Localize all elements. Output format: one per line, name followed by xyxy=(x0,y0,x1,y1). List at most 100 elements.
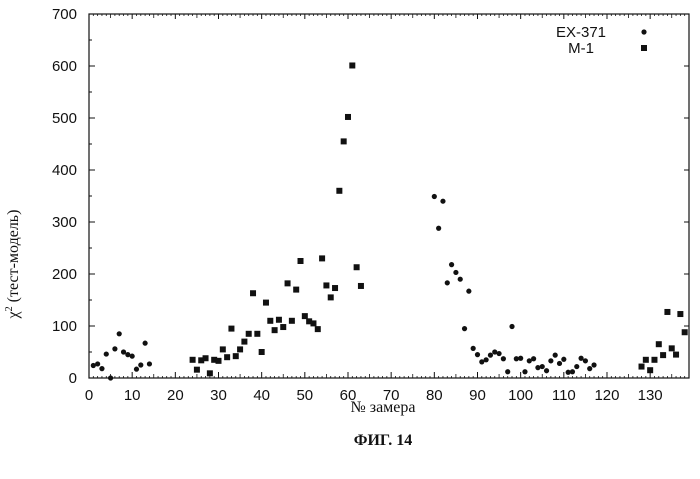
data-point-m1 xyxy=(267,318,273,324)
y-tick-label: 0 xyxy=(69,370,77,387)
data-point-ex371 xyxy=(518,356,523,361)
data-point-m1 xyxy=(341,138,347,144)
data-point-m1 xyxy=(302,313,308,319)
y-tick-label: 700 xyxy=(52,6,77,23)
data-point-m1 xyxy=(285,280,291,286)
data-point-ex371 xyxy=(138,362,143,367)
x-tick-label: 100 xyxy=(508,387,533,404)
x-tick-label: 50 xyxy=(296,387,313,404)
plot-border xyxy=(89,14,689,378)
data-point-m1 xyxy=(272,327,278,333)
legend-label-ex371: EX-371 xyxy=(556,24,606,41)
data-point-m1 xyxy=(315,326,321,332)
x-tick-label: 10 xyxy=(124,387,141,404)
data-point-ex371 xyxy=(553,353,558,358)
data-point-m1 xyxy=(349,62,355,68)
data-point-m1 xyxy=(669,345,675,351)
data-point-m1 xyxy=(319,255,325,261)
data-point-ex371 xyxy=(587,366,592,371)
data-point-ex371 xyxy=(583,358,588,363)
data-point-ex371 xyxy=(112,346,117,351)
x-tick-label: 40 xyxy=(253,387,270,404)
data-point-m1 xyxy=(250,290,256,296)
data-point-ex371 xyxy=(535,365,540,370)
data-point-ex371 xyxy=(445,280,450,285)
data-point-ex371 xyxy=(440,199,445,204)
data-point-ex371 xyxy=(544,368,549,373)
data-point-m1 xyxy=(259,349,265,355)
x-tick-label: 110 xyxy=(552,387,576,404)
data-point-ex371 xyxy=(488,353,493,358)
data-point-m1 xyxy=(241,339,247,345)
data-point-ex371 xyxy=(108,375,113,380)
data-point-m1 xyxy=(298,258,304,264)
data-point-m1 xyxy=(345,114,351,120)
data-point-m1 xyxy=(677,311,683,317)
data-point-ex371 xyxy=(548,358,553,363)
data-point-ex371 xyxy=(117,331,122,336)
y-tick-label: 300 xyxy=(52,214,77,231)
series-m1 xyxy=(190,62,688,376)
data-point-ex371 xyxy=(531,356,536,361)
data-point-m1 xyxy=(328,294,334,300)
data-point-ex371 xyxy=(99,366,104,371)
data-point-m1 xyxy=(207,370,213,376)
data-point-m1 xyxy=(246,331,252,337)
data-point-ex371 xyxy=(509,324,514,329)
data-point-m1 xyxy=(310,320,316,326)
data-point-m1 xyxy=(664,309,670,315)
y-tick-label: 100 xyxy=(52,318,77,335)
data-point-m1 xyxy=(643,357,649,363)
data-point-ex371 xyxy=(449,262,454,267)
data-point-ex371 xyxy=(475,352,480,357)
data-point-ex371 xyxy=(453,270,458,275)
data-point-m1 xyxy=(651,357,657,363)
plot-frame xyxy=(89,14,689,378)
y-axis-label-rest: (тест-модель) xyxy=(5,210,22,307)
data-point-m1 xyxy=(289,318,295,324)
data-point-m1 xyxy=(190,357,196,363)
y-tick-label: 500 xyxy=(52,110,77,127)
data-point-ex371 xyxy=(574,364,579,369)
legend-label-m1: M-1 xyxy=(568,40,594,57)
data-point-m1 xyxy=(194,367,200,373)
data-point-ex371 xyxy=(95,361,100,366)
x-tick-label: 130 xyxy=(638,387,663,404)
data-point-ex371 xyxy=(496,351,501,356)
data-point-ex371 xyxy=(104,351,109,356)
data-point-ex371 xyxy=(501,356,506,361)
data-point-ex371 xyxy=(522,369,527,374)
data-point-m1 xyxy=(660,352,666,358)
data-point-m1 xyxy=(233,353,239,359)
data-point-ex371 xyxy=(432,194,437,199)
data-point-m1 xyxy=(354,264,360,270)
data-point-ex371 xyxy=(143,341,148,346)
data-point-ex371 xyxy=(462,326,467,331)
x-tick-label: 90 xyxy=(469,387,486,404)
data-point-ex371 xyxy=(130,354,135,359)
data-point-m1 xyxy=(280,324,286,330)
series-ex371 xyxy=(91,194,597,381)
data-point-ex371 xyxy=(578,356,583,361)
data-point-ex371 xyxy=(570,369,575,374)
data-point-ex371 xyxy=(134,367,139,372)
data-point-m1 xyxy=(358,283,364,289)
data-point-ex371 xyxy=(484,357,489,362)
data-point-m1 xyxy=(224,354,230,360)
data-point-ex371 xyxy=(540,364,545,369)
data-point-m1 xyxy=(254,331,260,337)
x-tick-label: 0 xyxy=(85,387,93,404)
data-points xyxy=(91,62,688,380)
data-point-m1 xyxy=(293,287,299,293)
x-axis-label: № замера xyxy=(350,399,415,416)
y-tick-label: 600 xyxy=(52,58,77,75)
x-tick-label: 120 xyxy=(594,387,619,404)
data-point-ex371 xyxy=(458,277,463,282)
x-tick-label: 80 xyxy=(426,387,443,404)
legend-marker-m1 xyxy=(641,45,647,51)
data-point-m1 xyxy=(336,188,342,194)
x-tick-label: 20 xyxy=(167,387,184,404)
figure-caption: ФИГ. 14 xyxy=(354,432,413,449)
legend-marker-ex371 xyxy=(641,29,646,34)
